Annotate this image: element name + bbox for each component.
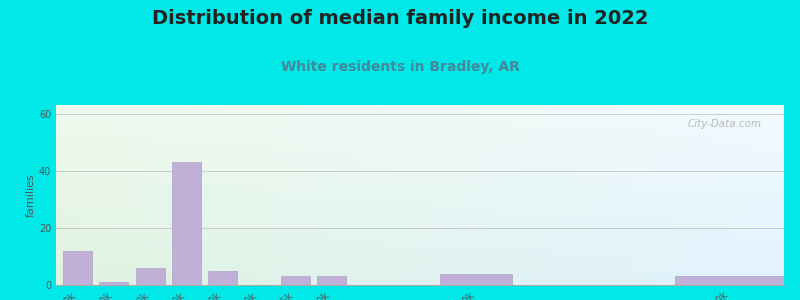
Y-axis label: families: families [26, 173, 36, 217]
Bar [63, 251, 92, 285]
Bar [172, 162, 201, 285]
Bar [317, 276, 346, 285]
Text: White residents in Bradley, AR: White residents in Bradley, AR [281, 60, 519, 74]
Bar [136, 268, 165, 285]
Bar [208, 271, 237, 285]
Bar [440, 274, 512, 285]
Bar [675, 276, 784, 285]
Bar [281, 276, 310, 285]
Bar [99, 282, 129, 285]
Text: Distribution of median family income in 2022: Distribution of median family income in … [152, 9, 648, 28]
Text: City-Data.com: City-Data.com [688, 119, 762, 129]
